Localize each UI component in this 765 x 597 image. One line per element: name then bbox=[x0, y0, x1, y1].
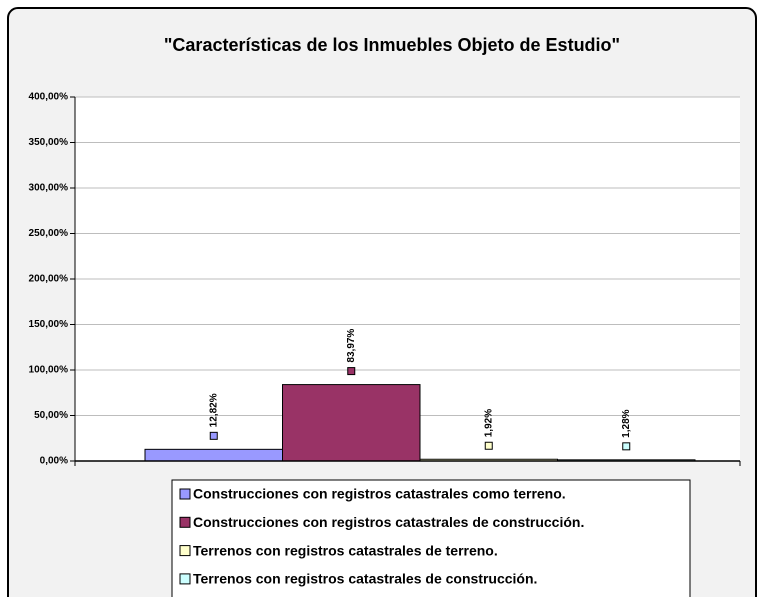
bar bbox=[282, 384, 421, 462]
value-label: 1,28% bbox=[621, 409, 632, 437]
y-tick-label: 100,00% bbox=[29, 365, 69, 376]
legend-label: Construcciones con registros catastrales… bbox=[193, 486, 566, 502]
value-label-key bbox=[347, 367, 356, 376]
legend-key bbox=[179, 516, 191, 528]
y-tick-label: 300,00% bbox=[29, 183, 69, 194]
value-label: 12,82% bbox=[208, 393, 219, 427]
y-tick-label: 150,00% bbox=[29, 319, 69, 330]
y-tick-label: 50,00% bbox=[34, 410, 68, 421]
value-label-key bbox=[622, 442, 631, 451]
y-tick-label: 400,00% bbox=[29, 92, 69, 103]
legend bbox=[171, 479, 691, 597]
value-label: 83,97% bbox=[346, 329, 357, 363]
chart-title: "Características de los Inmuebles Objeto… bbox=[164, 35, 620, 55]
legend-label: Construcciones con registros catastrales… bbox=[193, 514, 584, 530]
value-label-key bbox=[484, 441, 493, 450]
legend-label: Terrenos con registros catastrales de co… bbox=[193, 571, 537, 587]
legend-key bbox=[179, 545, 191, 557]
y-tick-label: 200,00% bbox=[29, 274, 69, 285]
value-label: 1,92% bbox=[483, 409, 494, 437]
value-label-key bbox=[209, 431, 218, 440]
y-tick-label: 350,00% bbox=[29, 137, 69, 148]
y-tick-label: 250,00% bbox=[29, 228, 69, 239]
legend-key bbox=[179, 573, 191, 585]
y-tick-label: 0,00% bbox=[40, 456, 68, 467]
legend-label: Terrenos con registros catastrales de te… bbox=[193, 542, 498, 558]
legend-key bbox=[179, 488, 191, 500]
bar bbox=[144, 448, 283, 462]
